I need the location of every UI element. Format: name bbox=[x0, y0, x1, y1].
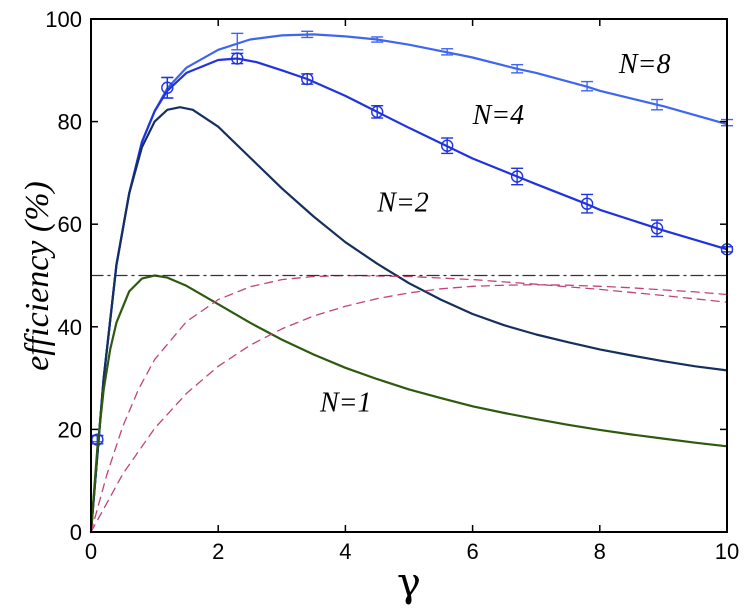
data-point-n8 bbox=[371, 36, 384, 43]
data-point-n8 bbox=[301, 30, 314, 39]
data-point-n8 bbox=[581, 80, 594, 92]
plot-frame bbox=[90, 18, 728, 533]
data-point-n8 bbox=[511, 63, 524, 74]
data-point-n8 bbox=[651, 98, 664, 111]
x-axis-label: γ bbox=[397, 560, 421, 606]
data-point-n4 bbox=[161, 76, 174, 99]
data-point-n4 bbox=[440, 137, 454, 155]
data-point-n4 bbox=[650, 219, 664, 238]
series-line-n4 bbox=[89, 57, 729, 534]
data-point-n4 bbox=[231, 52, 244, 65]
x-tick-label: 0 bbox=[85, 539, 97, 564]
data-point-n4 bbox=[371, 104, 384, 119]
series-line-reference-4 bbox=[90, 274, 728, 533]
data-point-n4 bbox=[580, 193, 594, 214]
series-line-n2 bbox=[89, 106, 729, 534]
y-tick-label: 0 bbox=[70, 520, 82, 545]
series-line-n1 bbox=[89, 274, 729, 534]
curve-label: N=8 bbox=[618, 49, 671, 80]
data-point-n8 bbox=[441, 48, 454, 56]
curve-label: N=2 bbox=[376, 187, 429, 218]
x-tick-label: 10 bbox=[715, 539, 739, 564]
y-tick-label: 100 bbox=[45, 7, 82, 32]
data-point-n4 bbox=[301, 72, 314, 86]
series-line-reference-5 bbox=[90, 284, 728, 533]
x-tick-label: 2 bbox=[212, 539, 224, 564]
curve-label: N=1 bbox=[319, 387, 372, 418]
x-tick-label: 6 bbox=[466, 539, 478, 564]
data-point-n8 bbox=[231, 32, 244, 51]
x-tick-label: 4 bbox=[339, 539, 351, 564]
data-point-n4 bbox=[510, 167, 524, 186]
y-tick-label: 40 bbox=[58, 315, 82, 340]
y-tick-label: 20 bbox=[58, 417, 82, 442]
chart-marks: N=8 N=4 N=2 N=1 bbox=[89, 30, 734, 534]
y-axis-label: efficiency (%) bbox=[19, 181, 56, 371]
x-tick-label: 8 bbox=[594, 539, 606, 564]
curve-label: N=4 bbox=[472, 100, 525, 131]
y-tick-label: 60 bbox=[58, 212, 82, 237]
y-tick-label: 80 bbox=[58, 110, 82, 135]
